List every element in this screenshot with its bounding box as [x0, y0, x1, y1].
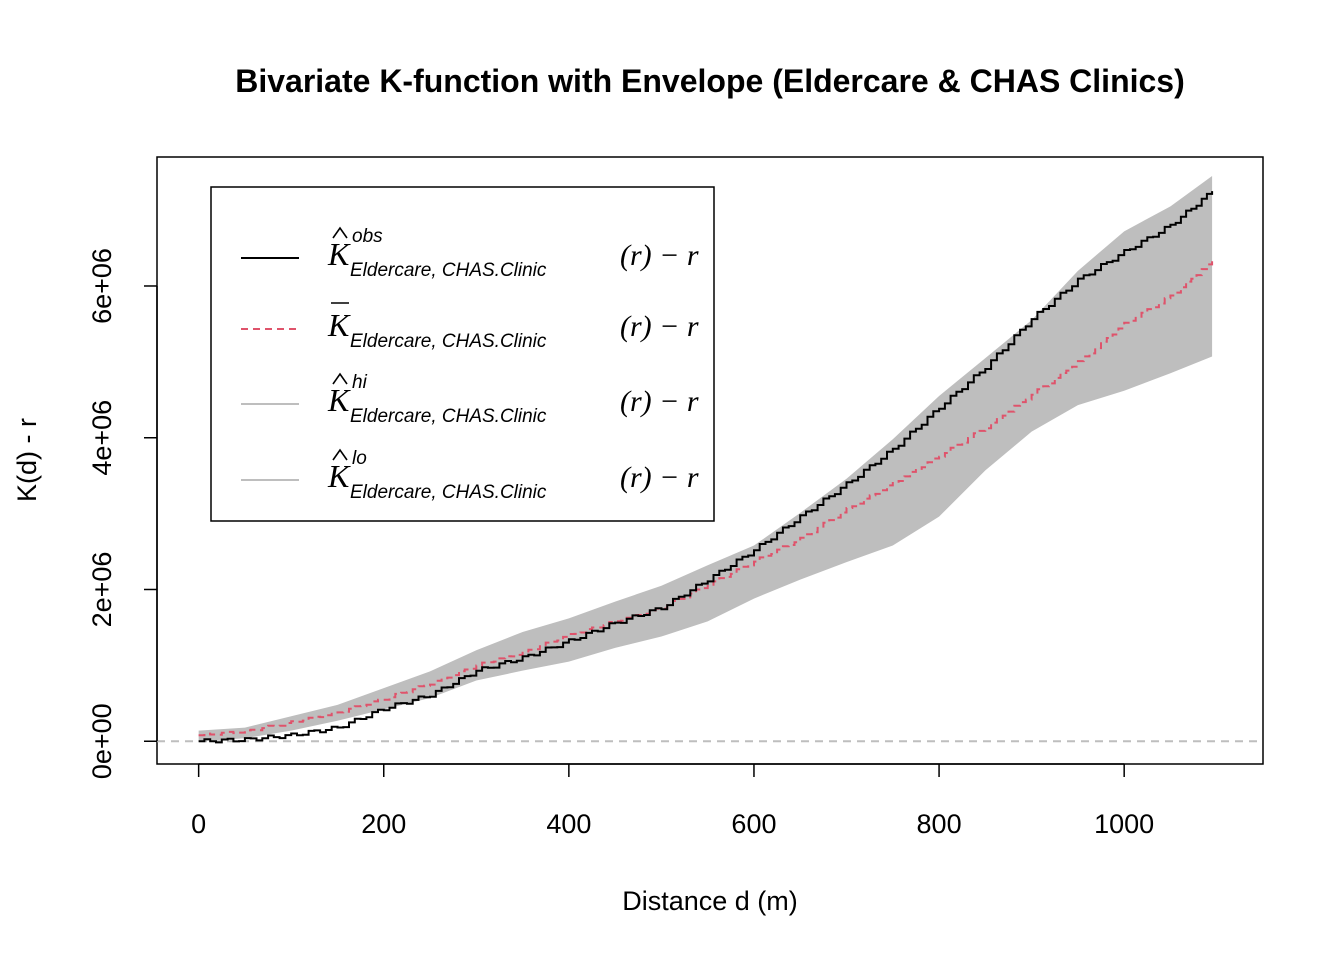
legend-symbol: K: [327, 236, 351, 272]
y-tick-label: 2e+06: [87, 552, 117, 628]
legend-symbol: K: [327, 458, 351, 494]
chart-title: Bivariate K-function with Envelope (Elde…: [235, 63, 1185, 99]
y-tick-label: 4e+06: [87, 400, 117, 476]
x-tick-label: 800: [917, 809, 962, 839]
x-axis: 0 200 400 600 800 1000: [191, 763, 1154, 839]
x-tick-label: 200: [361, 809, 406, 839]
legend-tail: (r) − r: [620, 461, 699, 494]
x-tick-label: 1000: [1094, 809, 1154, 839]
y-tick-label: 0e+00: [87, 703, 117, 779]
legend-tail: (r) − r: [620, 239, 699, 272]
series-theo-line: [198, 260, 1214, 737]
legend-subscript: Eldercare, CHAS.Clinic: [350, 482, 547, 503]
y-tick-label: 6e+06: [87, 248, 117, 324]
x-tick-label: 0: [191, 809, 206, 839]
hat-accent: [332, 448, 348, 461]
y-axis-label: K(d) - r: [12, 418, 42, 502]
legend-symbol: K: [327, 382, 351, 418]
series-obs-line: [198, 191, 1214, 744]
legend-entry: K Eldercare, CHAS.Clinic (r) − r: [241, 302, 699, 352]
y-axis: 0e+00 2e+06 4e+06 6e+06: [87, 248, 158, 779]
legend-tail: (r) − r: [620, 385, 699, 418]
legend-superscript: hi: [352, 372, 368, 393]
legend-tail: (r) − r: [620, 310, 699, 343]
legend-subscript: Eldercare, CHAS.Clinic: [350, 406, 547, 427]
legend-box: [210, 186, 715, 522]
x-tick-label: 400: [546, 809, 591, 839]
legend-subscript: Eldercare, CHAS.Clinic: [350, 260, 547, 281]
legend-symbol: K: [327, 307, 351, 343]
x-axis-label: Distance d (m): [622, 886, 798, 916]
x-tick-label: 600: [731, 809, 776, 839]
hat-accent: [332, 372, 348, 385]
legend-subscript: Eldercare, CHAS.Clinic: [350, 331, 547, 352]
hat-accent: [332, 226, 348, 239]
legend-superscript: obs: [352, 226, 383, 247]
legend-superscript: lo: [352, 448, 367, 469]
